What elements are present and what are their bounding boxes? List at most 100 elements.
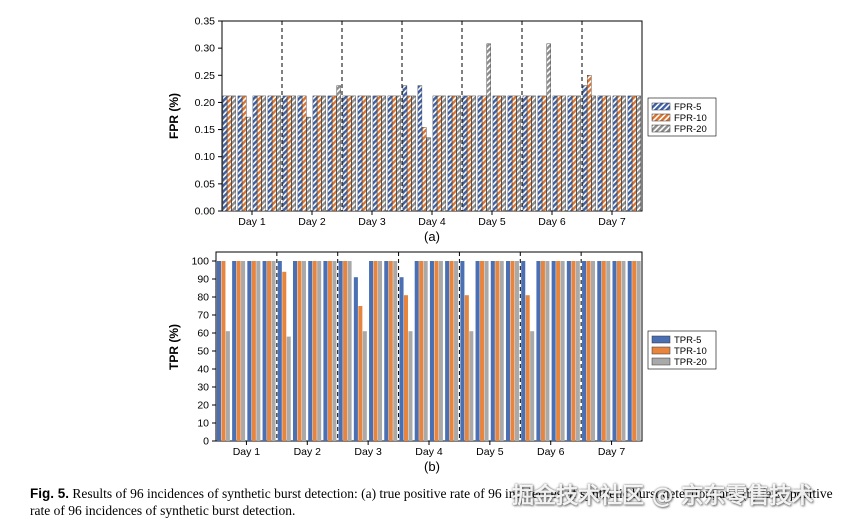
caption-label: Fig. 5.	[30, 486, 70, 501]
a-y-tick-label: 0.30	[195, 43, 216, 55]
a-bar-fpr-20	[486, 43, 491, 212]
b-bar-tpr-10	[464, 295, 469, 441]
b-bar-tpr-20	[575, 261, 580, 441]
a-bar-fpr-10	[497, 95, 502, 212]
b-legend-label: TPR-5	[674, 335, 701, 346]
a-bar-fpr-5	[462, 95, 468, 212]
a-bar-fpr-5	[597, 95, 603, 212]
a-legend-swatch	[651, 124, 671, 133]
b-bar-tpr-20	[514, 261, 519, 441]
b-bar-tpr-5	[277, 261, 282, 441]
a-y-tick-label: 0.35	[195, 16, 216, 28]
b-bar-tpr-5	[627, 261, 632, 441]
a-bar-fpr-20	[276, 95, 281, 212]
b-bar-tpr-5	[460, 261, 465, 441]
a-y-tick-label: 0.00	[195, 206, 216, 218]
b-legend-label: TPR-10	[674, 346, 707, 357]
a-y-tick-label: 0.05	[195, 178, 216, 190]
b-bar-tpr-10	[343, 261, 348, 441]
fpr-day-separators	[281, 21, 583, 211]
b-y-tick-label: 20	[197, 400, 209, 412]
fpr-subtitle: (a)	[424, 229, 440, 244]
b-bar-tpr-20	[362, 331, 367, 441]
b-x-tick-label: Day 4	[415, 446, 443, 458]
a-bar-fpr-20	[336, 85, 341, 212]
b-bar-tpr-5	[247, 261, 252, 441]
b-bar-tpr-10	[312, 261, 317, 441]
b-bar-tpr-20	[332, 261, 337, 441]
b-bar-tpr-10	[251, 261, 256, 441]
a-bar-fpr-5	[432, 95, 438, 212]
a-bar-fpr-20	[306, 116, 311, 212]
a-bar-fpr-20	[636, 95, 641, 212]
b-bar-tpr-5	[597, 261, 602, 441]
b-bar-tpr-20	[438, 261, 443, 441]
a-bar-fpr-10	[332, 95, 337, 212]
a-bar-fpr-5	[252, 95, 258, 212]
b-bar-tpr-5	[536, 261, 541, 441]
b-bar-tpr-20	[590, 261, 596, 441]
a-bar-fpr-20	[246, 116, 251, 212]
a-bar-fpr-5	[582, 85, 588, 212]
b-bar-tpr-20	[241, 261, 246, 441]
b-y-tick-label: 30	[197, 382, 209, 394]
tpr-y-axis-label: TPR (%)	[167, 324, 181, 370]
caption-text-line2: rate of 96 incidences of synthetic burst…	[30, 503, 296, 518]
a-bar-fpr-10	[437, 95, 442, 212]
a-bar-fpr-5	[222, 95, 228, 212]
b-bar-tpr-20	[347, 261, 352, 441]
a-bar-fpr-5	[237, 95, 243, 212]
b-bar-tpr-10	[571, 261, 576, 441]
b-bar-tpr-5	[475, 261, 480, 441]
a-x-tick-label: Day 3	[358, 216, 386, 228]
a-bar-fpr-10	[317, 95, 322, 212]
a-bar-fpr-5	[282, 95, 288, 212]
a-bar-fpr-10	[467, 95, 472, 212]
b-bar-tpr-20	[469, 331, 474, 441]
fpr-chart: 0.000.050.100.150.200.250.300.35 Day 1 Da…	[167, 16, 717, 244]
a-bar-fpr-20	[456, 95, 461, 212]
a-y-tick-label: 0.25	[195, 70, 216, 82]
b-bar-tpr-20	[530, 331, 535, 441]
b-bar-tpr-10	[327, 261, 332, 441]
b-bar-tpr-5	[399, 277, 404, 441]
b-bar-tpr-10	[358, 306, 363, 441]
b-bar-tpr-5	[292, 261, 298, 441]
a-legend-swatch	[651, 102, 671, 111]
b-bar-tpr-10	[540, 261, 545, 441]
b-bar-tpr-20	[560, 261, 565, 441]
a-bar-fpr-5	[522, 95, 528, 212]
a-x-tick-label: Day 2	[298, 216, 326, 228]
site-watermark: 掘金技术社区 @ 京东零售技术	[512, 484, 814, 509]
a-x-tick-label: Day 5	[478, 216, 506, 228]
a-bar-fpr-5	[447, 95, 453, 212]
b-bar-tpr-5	[551, 261, 556, 441]
a-bar-fpr-10	[542, 95, 547, 212]
a-bar-fpr-10	[257, 95, 262, 212]
a-bar-fpr-10	[377, 95, 382, 212]
b-bar-tpr-10	[434, 261, 439, 441]
a-bar-fpr-20	[366, 95, 371, 212]
b-bar-tpr-5	[323, 261, 328, 441]
a-bar-fpr-10	[587, 75, 592, 212]
b-bar-tpr-10	[525, 295, 530, 441]
a-bar-fpr-20	[261, 95, 266, 212]
a-bar-fpr-10	[482, 95, 487, 212]
b-y-tick-label: 10	[197, 418, 209, 430]
a-bar-fpr-20	[426, 137, 431, 212]
b-bar-tpr-5	[369, 261, 374, 441]
b-y-tick-label: 100	[191, 256, 209, 268]
b-x-tick-label: Day 7	[598, 446, 626, 458]
b-bar-tpr-10	[419, 261, 424, 441]
a-bar-fpr-10	[347, 95, 352, 212]
a-bar-fpr-5	[372, 95, 378, 212]
a-bar-fpr-20	[291, 95, 296, 212]
a-bar-fpr-10	[362, 95, 367, 212]
b-bar-tpr-10	[632, 261, 637, 441]
a-x-tick-label: Day 6	[538, 216, 566, 228]
b-bar-tpr-20	[423, 261, 428, 441]
